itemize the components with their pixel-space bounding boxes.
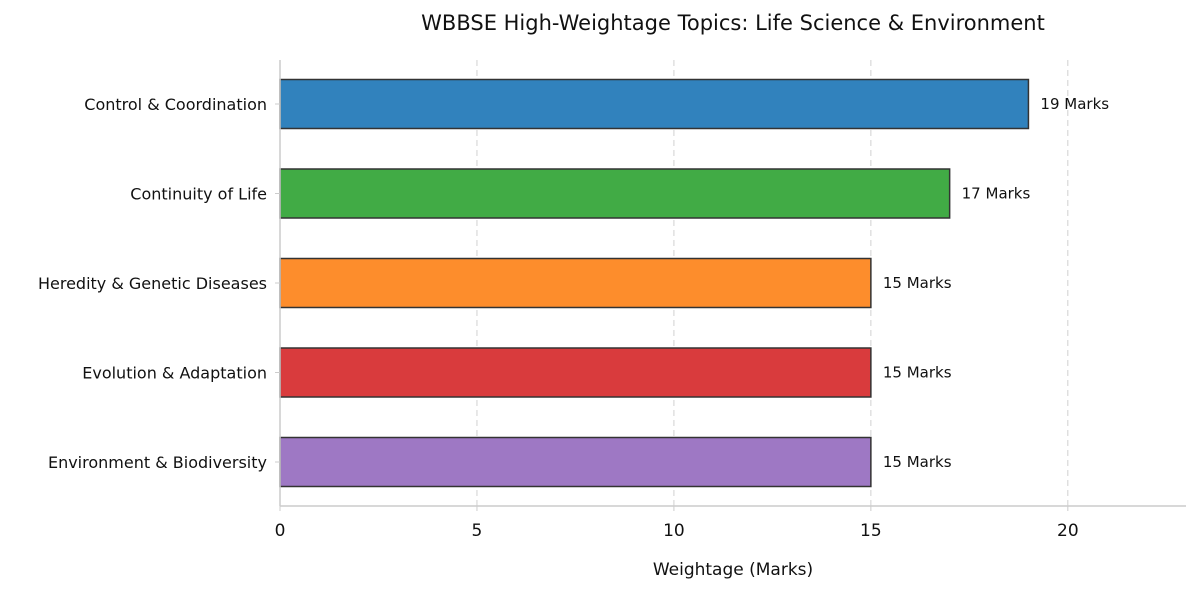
data-label-1: 17 Marks xyxy=(962,185,1031,203)
bar-1 xyxy=(279,168,951,219)
data-label-4: 15 Marks xyxy=(883,453,952,471)
x-tick-label-2: 10 xyxy=(663,521,685,541)
x-tick-label-4: 20 xyxy=(1057,521,1079,541)
chart-title: WBBSE High-Weightage Topics: Life Scienc… xyxy=(421,11,1045,35)
data-label-0: 19 Marks xyxy=(1040,95,1109,113)
bar-4 xyxy=(279,436,872,488)
x-axis-title: Weightage (Marks) xyxy=(653,560,813,580)
data-label-layer: 19 Marks 17 Marks 15 Marks 15 Marks 15 Marks xyxy=(883,95,1109,471)
category-label-4: Environment & Biodiversity xyxy=(48,453,267,472)
bar-0 xyxy=(279,78,1030,130)
category-label-2: Heredity & Genetic Diseases xyxy=(38,274,267,293)
data-label-3: 15 Marks xyxy=(883,364,952,382)
x-tick-label-0: 0 xyxy=(275,521,286,541)
x-tick-layer: 0 5 10 15 20 xyxy=(275,506,1079,541)
category-label-layer: Control & Coordination Continuity of Life… xyxy=(38,95,280,472)
category-label-3: Evolution & Adaptation xyxy=(82,364,267,383)
category-label-1: Continuity of Life xyxy=(130,185,267,204)
x-tick-label-3: 15 xyxy=(860,521,882,541)
bar-layer xyxy=(279,78,1030,488)
x-tick-label-1: 5 xyxy=(472,521,483,541)
bar-2 xyxy=(279,257,872,309)
category-label-0: Control & Coordination xyxy=(84,95,267,114)
bar-3 xyxy=(279,347,872,398)
data-label-2: 15 Marks xyxy=(883,274,952,292)
